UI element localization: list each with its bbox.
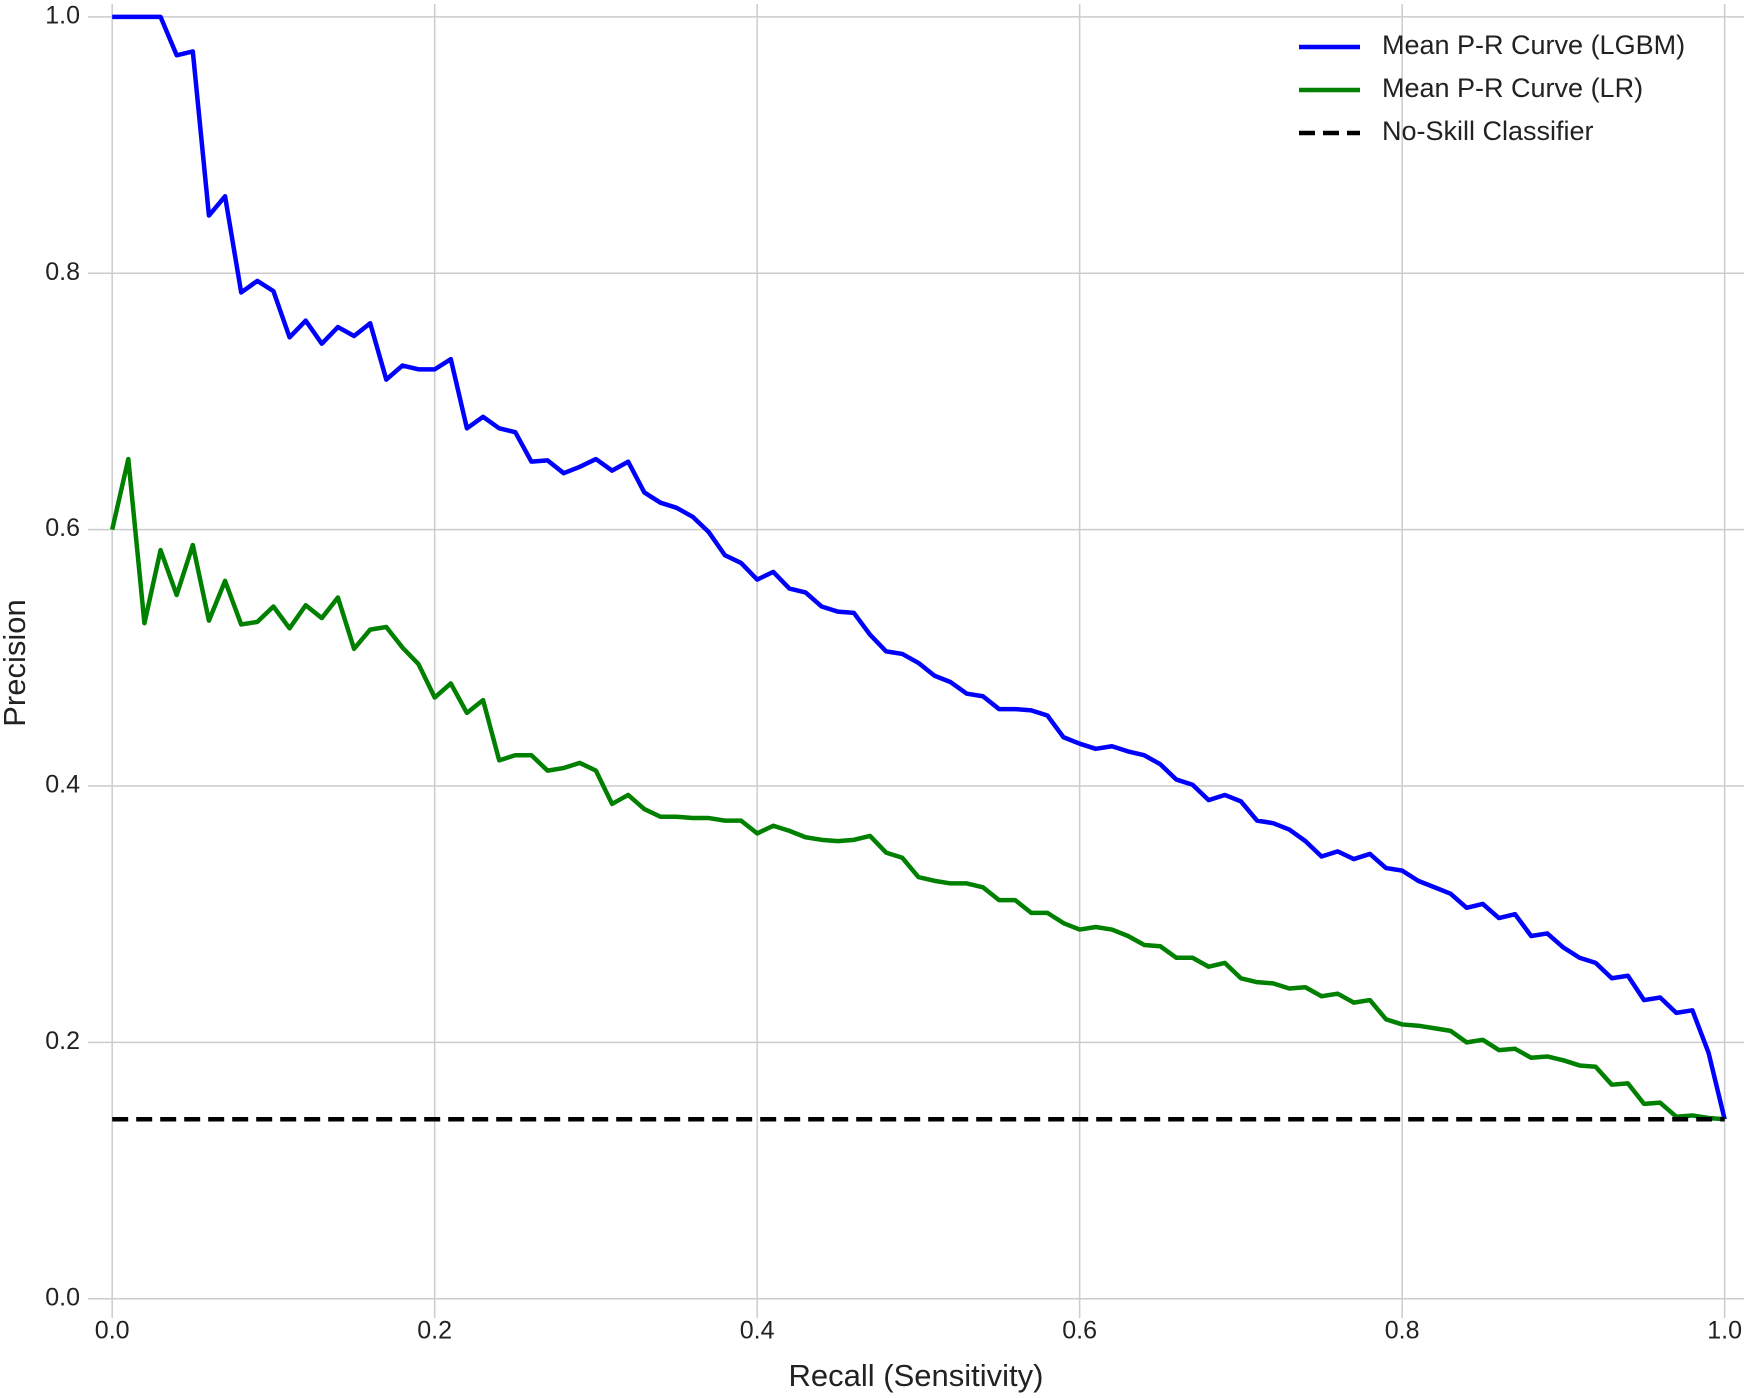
- y-tick-label: 0.0: [45, 1283, 80, 1311]
- series-line: [112, 14, 1727, 1120]
- y-tick-label: 1.0: [45, 1, 80, 29]
- legend-label: No-Skill Classifier: [1382, 116, 1594, 146]
- series-line: [109, 456, 1725, 1122]
- legend-label: Mean P-R Curve (LR): [1382, 73, 1643, 103]
- x-tick-label: 0.2: [417, 1317, 452, 1345]
- x-tick-label: 0.8: [1385, 1317, 1420, 1345]
- x-tick-label: 0.4: [740, 1317, 775, 1345]
- x-tick-label: 0.0: [95, 1317, 130, 1345]
- x-axis-label: Recall (Sensitivity): [789, 1358, 1044, 1393]
- legend-label: Mean P-R Curve (LGBM): [1382, 30, 1685, 60]
- y-tick-label: 0.4: [45, 771, 80, 799]
- x-tick-label: 1.0: [1707, 1317, 1742, 1345]
- y-tick-label: 0.8: [45, 258, 80, 286]
- y-tick-label: 0.6: [45, 514, 80, 542]
- y-axis-label: Precision: [0, 599, 32, 727]
- x-tick-label: 0.6: [1062, 1317, 1097, 1345]
- y-tick-label: 0.2: [45, 1027, 80, 1055]
